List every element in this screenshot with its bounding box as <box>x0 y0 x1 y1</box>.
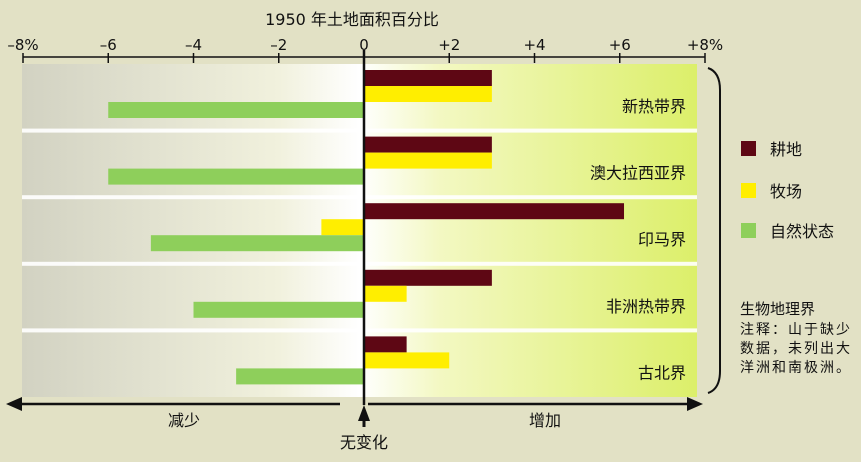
category-label: 澳大拉西亚界 <box>590 164 686 183</box>
legend-label-自然状态: 自然状态 <box>770 222 834 241</box>
category-label: 新热带界 <box>622 97 686 116</box>
bar-耕地-印马界 <box>364 203 625 220</box>
decrease-label: 减少 <box>168 411 200 430</box>
x-tick-label: +6 <box>609 36 631 54</box>
decrease-arrowhead <box>6 397 22 411</box>
bar-牧场-古北界 <box>364 352 450 369</box>
no-change-arrowhead <box>358 405 370 421</box>
x-tick-label: +2 <box>438 36 460 54</box>
increase-label: 增加 <box>529 411 561 430</box>
increase-arrowhead <box>687 397 703 411</box>
zero-axis <box>358 50 370 427</box>
band-separator <box>22 195 697 200</box>
x-tick-label: +8% <box>687 36 723 54</box>
bar-耕地-非洲热带界 <box>364 269 492 286</box>
category-label: 非洲热带界 <box>606 297 686 316</box>
category-label: 古北界 <box>638 363 686 382</box>
x-tick-label: –2 <box>270 36 287 54</box>
x-tick-label: –6 <box>100 36 117 54</box>
no-change-label: 无变化 <box>340 433 388 452</box>
bar-牧场-非洲热带界 <box>364 285 407 302</box>
region-bracket <box>707 67 721 394</box>
note-body: 注释：山于缺少数据，未列出大洋洲和南极洲。 <box>740 322 852 376</box>
x-tick-label: 0 <box>359 36 369 54</box>
note-panel: 生物地理界 注释：山于缺少数据，未列出大洋洲和南极洲。 <box>740 298 861 378</box>
note-title: 生物地理界 <box>740 300 816 318</box>
bracket-line <box>707 67 721 394</box>
bar-自然状态-古北界 <box>236 368 364 385</box>
chart-title: 1950 年土地面积百分比 <box>265 10 439 29</box>
bar-牧场-印马界 <box>321 219 364 236</box>
bar-自然状态-印马界 <box>150 235 364 252</box>
category-label: 印马界 <box>638 230 686 249</box>
bar-自然状态-新热带界 <box>108 102 364 118</box>
x-tick-label: +4 <box>523 36 545 54</box>
bar-耕地-澳大拉西亚界 <box>364 136 492 153</box>
legend-label-耕地: 耕地 <box>770 140 802 159</box>
bar-自然状态-澳大拉西亚界 <box>108 168 364 185</box>
band-separator <box>22 128 697 133</box>
bar-牧场-新热带界 <box>364 86 492 102</box>
bar-耕地-古北界 <box>364 336 407 353</box>
legend-label-牧场: 牧场 <box>770 182 802 201</box>
band-separator <box>22 261 697 266</box>
bar-耕地-新热带界 <box>364 70 492 86</box>
bar-牧场-澳大拉西亚界 <box>364 152 492 169</box>
legend-swatch-耕地 <box>741 141 756 156</box>
x-axis: –8% –6 –4 –2 0 +2 +4 +6 +8% <box>7 36 723 63</box>
bars-group <box>108 70 625 385</box>
legend-swatch-自然状态 <box>741 223 756 238</box>
band-separator <box>22 328 697 333</box>
x-tick-label: –4 <box>185 36 202 54</box>
bar-自然状态-非洲热带界 <box>193 301 364 318</box>
legend-swatch-牧场 <box>741 183 756 198</box>
x-tick-label: –8% <box>7 36 38 54</box>
